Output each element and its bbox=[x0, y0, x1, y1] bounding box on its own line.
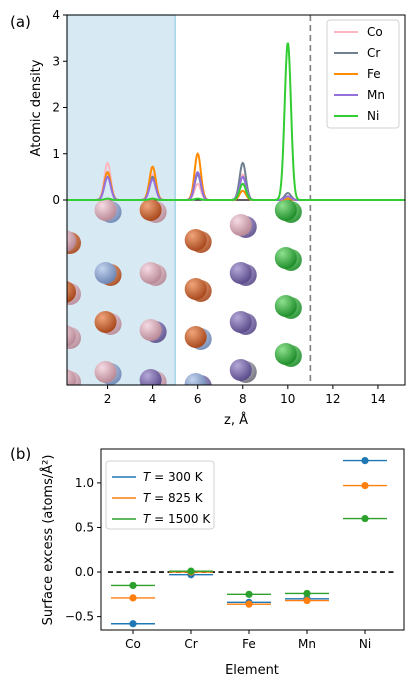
y-tick-label: 0 bbox=[52, 193, 60, 207]
atom bbox=[184, 373, 207, 385]
y-tick-label: 2 bbox=[52, 101, 60, 115]
point-mn-1500 bbox=[303, 589, 311, 598]
x-tick-label: 6 bbox=[194, 392, 202, 406]
legend-box-a bbox=[326, 19, 400, 129]
atom bbox=[67, 369, 76, 385]
y-tick-label: −0.5 bbox=[65, 610, 94, 624]
y-tick-label: 0.0 bbox=[75, 565, 94, 579]
atom bbox=[274, 295, 297, 317]
atom bbox=[139, 369, 162, 385]
x-tick-label: 12 bbox=[325, 392, 340, 406]
point-fe-1500 bbox=[245, 590, 253, 598]
atom bbox=[274, 199, 297, 221]
legend-label-1500: T = 1500 K bbox=[143, 512, 211, 526]
legend-b: T = 300 K T = 825 K T = 1500 K bbox=[105, 460, 215, 530]
point-co-1500 bbox=[129, 581, 137, 590]
x-axis-label-b: Element bbox=[225, 663, 279, 678]
x-tick-label: Mn bbox=[298, 637, 316, 651]
y-tick-label: 1 bbox=[52, 147, 60, 161]
x-tick-label: Cr bbox=[184, 637, 197, 651]
point-ni-1500 bbox=[361, 514, 369, 523]
density-line-ni bbox=[67, 42, 405, 201]
point-cr-1500 bbox=[187, 567, 195, 575]
x-tick-label: Co bbox=[125, 637, 141, 651]
legend-a: Co Cr Fe Mn Ni bbox=[326, 19, 400, 129]
atom bbox=[94, 361, 117, 383]
x-tick-label: 8 bbox=[239, 392, 247, 406]
atom bbox=[67, 230, 76, 252]
atom bbox=[67, 281, 76, 303]
point-ni-825 bbox=[361, 481, 369, 490]
atom bbox=[274, 247, 297, 269]
point-co-825 bbox=[129, 594, 137, 602]
y-axis-a: 0 1 2 3 4 bbox=[52, 8, 67, 207]
x-tick-label: Fe bbox=[242, 637, 256, 651]
point-co-300 bbox=[129, 620, 137, 628]
panel-b-label: (b) bbox=[10, 445, 31, 463]
atom bbox=[67, 325, 76, 347]
legend-box-b bbox=[105, 460, 215, 530]
surface-excess-marks bbox=[111, 456, 387, 628]
point-mn-825 bbox=[303, 596, 311, 605]
atom bbox=[274, 343, 297, 365]
atom bbox=[229, 214, 252, 236]
x-tick-label: 2 bbox=[104, 392, 112, 406]
atom bbox=[94, 199, 117, 221]
panel-b: (b) −0.5 0.0 0.5 1.0 Co Cr Fe Mn Ni Element Sur… bbox=[10, 445, 405, 678]
x-tick-label: 10 bbox=[280, 392, 295, 406]
legend-label-cr: Cr bbox=[367, 46, 380, 60]
legend-label-mn: Mn bbox=[367, 88, 385, 102]
y-axis-label-b: Surface excess (atoms/Å²) bbox=[40, 455, 56, 626]
legend-label-ni: Ni bbox=[367, 109, 379, 123]
legend-label-fe: Fe bbox=[367, 67, 381, 81]
atom bbox=[94, 262, 117, 284]
legend-label-co: Co bbox=[367, 25, 383, 39]
legend-label-300: T = 300 K bbox=[143, 470, 204, 484]
y-tick-label: 1.0 bbox=[75, 476, 94, 490]
atom bbox=[229, 311, 252, 333]
atom bbox=[229, 262, 252, 284]
density-lines bbox=[67, 42, 405, 201]
atom bbox=[229, 359, 252, 381]
atom bbox=[139, 319, 162, 341]
atom bbox=[184, 326, 207, 348]
y-axis-b: −0.5 0.0 0.5 1.0 bbox=[65, 476, 101, 624]
point-ni-300 bbox=[361, 456, 369, 465]
atom bbox=[139, 199, 162, 221]
atom bbox=[184, 278, 207, 300]
x-tick-label: 14 bbox=[370, 392, 385, 406]
panel-a-label: (a) bbox=[10, 13, 31, 31]
legend-label-825: T = 825 K bbox=[143, 491, 204, 505]
y-axis-label-a: Atomic density bbox=[29, 59, 44, 156]
atom bbox=[94, 311, 117, 333]
x-axis-label-a: z, Å bbox=[224, 412, 248, 428]
y-tick-label: 4 bbox=[52, 8, 60, 22]
atom bbox=[139, 262, 162, 284]
x-axis-a: 2 4 6 8 10 12 14 bbox=[104, 385, 386, 406]
atom bbox=[184, 229, 207, 251]
x-tick-label: Ni bbox=[359, 637, 371, 651]
y-tick-label: 3 bbox=[52, 54, 60, 68]
x-tick-label: 4 bbox=[149, 392, 157, 406]
atom-snapshot bbox=[67, 199, 302, 385]
point-fe-825 bbox=[245, 600, 253, 608]
plot-frame-b bbox=[100, 448, 405, 631]
x-axis-b: Co Cr Fe Mn Ni bbox=[125, 630, 371, 651]
y-tick-label: 0.5 bbox=[75, 520, 94, 534]
